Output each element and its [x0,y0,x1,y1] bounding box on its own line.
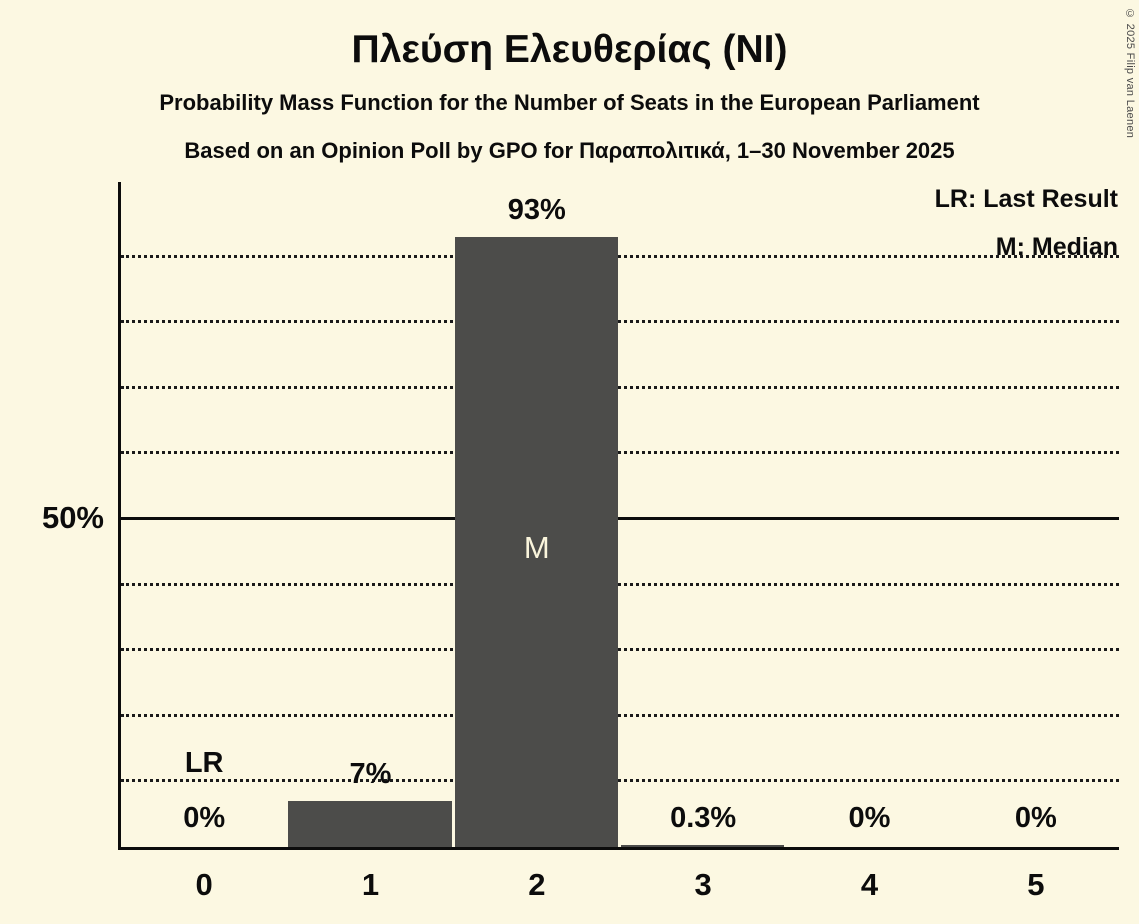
chart-subtitle-line1: Probability Mass Function for the Number… [159,90,980,115]
gridline-60pct [121,451,1119,455]
x-tick-4: 4 [860,867,879,902]
value-label-seats-5: 0% [1014,802,1057,834]
annotation-lr: LR [184,747,224,779]
gridline-80pct [121,320,1119,324]
x-tick-2: 2 [528,867,546,902]
gridline-70pct [121,385,1119,389]
legend-median: M: Median [995,233,1118,261]
value-label-seats-0: 0% [183,802,226,834]
x-axis-tick-labels: 0 1 2 3 4 5 [121,866,1119,910]
chart-subtitle-line2: Based on an Opinion Poll by GPO for Παρα… [184,138,955,163]
plot-area: 0% 7% 93% 0.3% 0% 0% LR M [118,182,1119,850]
value-label-seats-2: 93% [507,194,566,226]
copyright-text: © 2025 Filip van Laenen [1124,8,1136,139]
gridline-40pct [121,582,1119,586]
value-label-seats-1: 7% [349,758,392,790]
legend-last-result: LR: Last Result [934,185,1118,213]
gridline-50pct [121,517,1119,520]
value-label-seats-4: 0% [848,802,891,834]
value-label-seats-3: 0.3% [670,802,737,834]
x-tick-1: 1 [361,867,380,902]
bar-seats-2 [454,237,618,847]
gridline-90pct [121,254,1119,258]
x-tick-5: 5 [1027,867,1045,902]
gridline-20pct [121,713,1119,717]
annotation-m: M [523,530,550,565]
bar-seats-1 [288,801,452,847]
y-axis-tick-label-50: 50% [41,500,104,535]
gridline-10pct [121,779,1119,783]
x-tick-3: 3 [694,867,712,902]
bar-seats-3 [621,845,785,847]
gridline-30pct [121,648,1119,652]
chart-title: Πλεύση Ελευθερίας (ΝΙ) [351,28,788,71]
x-tick-0: 0 [195,867,213,902]
